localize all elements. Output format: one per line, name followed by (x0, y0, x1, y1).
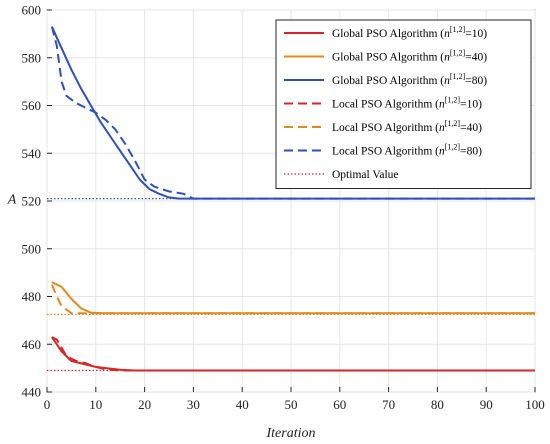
y-tick-label: 520 (22, 194, 42, 209)
x-tick-label: 60 (333, 397, 346, 412)
x-tick-label: 20 (138, 397, 151, 412)
x-tick-label: 30 (187, 397, 200, 412)
axes: 0 10 20 30 40 50 60 70 80 90 100 440 460 480 500 520 540… (22, 3, 545, 413)
x-tick-label: 70 (382, 397, 395, 412)
y-tick-label: 480 (22, 289, 42, 304)
x-tick-label: 50 (285, 397, 298, 412)
y-tick-label: 600 (22, 3, 42, 18)
legend-entry: Global PSO Algorithm (n[1,2]=10) (332, 25, 487, 40)
series-line-3 (50, 26, 535, 200)
legend-entry: Local PSO Algorithm (n[1,2]=10) (332, 96, 482, 111)
series-lines (50, 26, 535, 372)
y-tick-label: 460 (22, 337, 42, 352)
y-tick-label: 560 (22, 98, 42, 113)
legend-entry: Optimal Value (332, 169, 399, 181)
legend-entry: Global PSO Algorithm (n[1,2]=40) (332, 49, 487, 64)
x-tick-label: 100 (525, 397, 545, 412)
y-axis-label: A (7, 193, 17, 208)
y-tick-label: 540 (22, 146, 42, 161)
series-line-4 (51, 336, 535, 372)
legend-entry: Local PSO Algorithm (n[1,2]=80) (332, 143, 482, 158)
y-tick-label: 440 (22, 385, 42, 400)
x-tick-label: 40 (236, 397, 249, 412)
legend-entry: Local PSO Algorithm (n[1,2]=40) (332, 119, 482, 134)
legend: Global PSO Algorithm (n[1,2]=10) Global P… (275, 19, 532, 189)
x-tick-label: 0 (44, 397, 51, 412)
y-tick-label: 500 (22, 241, 42, 256)
series-line-5 (50, 284, 535, 315)
x-tick-label: 80 (431, 397, 444, 412)
y-tick-label: 580 (22, 50, 42, 65)
x-axis-label: Iteration (266, 426, 316, 441)
series-line-6 (50, 26, 535, 200)
x-tick-label: 90 (480, 397, 493, 412)
x-tick-label: 10 (89, 397, 102, 412)
legend-entry: Global PSO Algorithm (n[1,2]=80) (332, 72, 487, 87)
